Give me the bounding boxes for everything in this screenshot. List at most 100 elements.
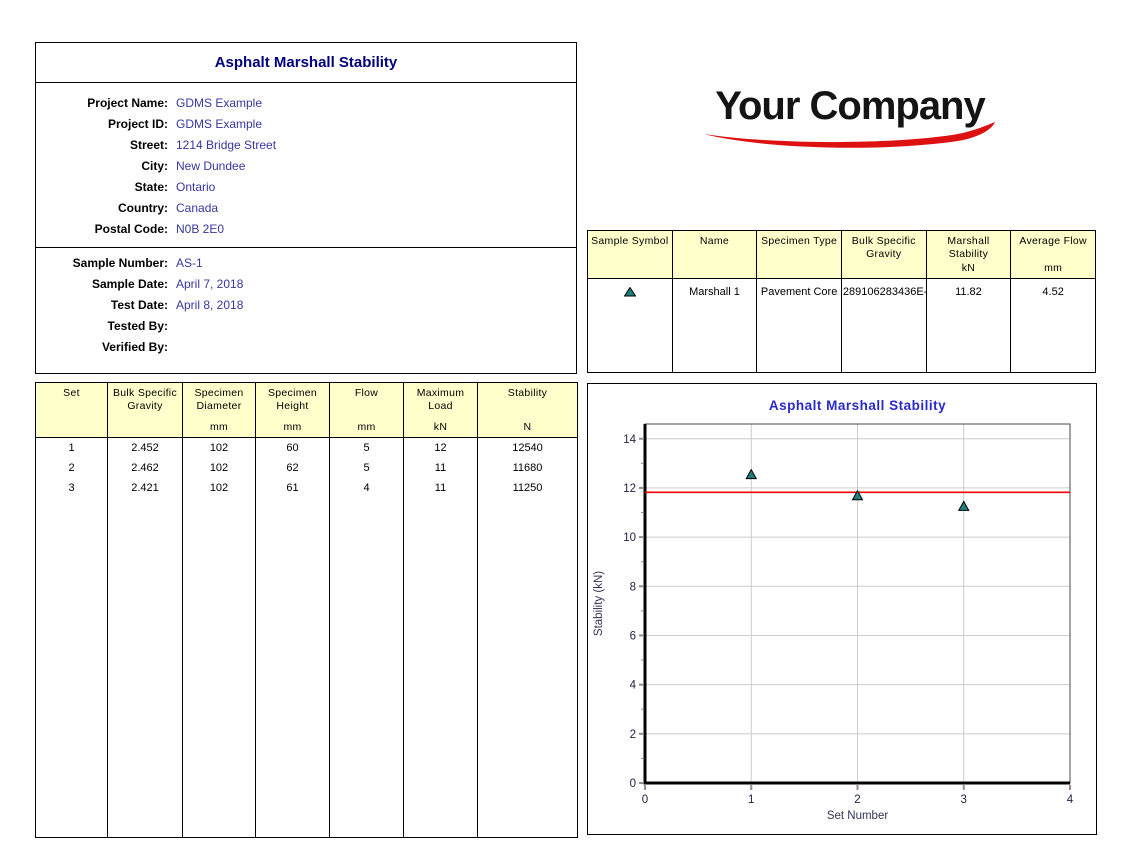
column-header-specimen-diameter: Specimen Diameter mm [182, 382, 256, 438]
column-title: Flow [354, 387, 379, 399]
cell: 1 [35, 437, 108, 458]
field-country: Country: Canada [36, 198, 576, 219]
svg-text:3: 3 [961, 794, 967, 806]
column-header-marshall-stability: Marshall Stability kN [925, 230, 1012, 279]
cell-name: Marshall 1 [671, 278, 758, 305]
company-logo: Your Company [690, 84, 1010, 150]
field-value: Ontario [176, 180, 216, 194]
column-unit: kN [961, 262, 976, 274]
column-header-maximum-load: Maximum Load kN [403, 382, 478, 438]
cell: 11 [403, 457, 478, 478]
field-label: Country: [118, 201, 168, 215]
field-postal-code: Postal Code: N0B 2E0 [36, 219, 576, 240]
table-filler-row [35, 497, 578, 838]
company-logo-text: Your Company [715, 84, 986, 128]
cell: 4 [329, 477, 404, 498]
svg-text:8: 8 [630, 581, 636, 593]
cell: 5 [329, 457, 404, 478]
field-project-name: Project Name: GDMS Example [36, 93, 576, 114]
field-value: April 8, 2018 [176, 298, 244, 312]
field-value: 1214 Bridge Street [176, 138, 277, 152]
cell: 12540 [477, 437, 578, 458]
cell: 2.452 [107, 437, 183, 458]
column-title: Average Flow [1019, 235, 1087, 247]
svg-text:Set Number: Set Number [827, 810, 889, 822]
cell-average-flow: 4.52 [1010, 278, 1096, 305]
chart-panel: Asphalt Marshall Stability 0 2 4 6 8 10 12 14 0 1… [587, 383, 1097, 835]
field-value: GDMS Example [176, 96, 263, 110]
column-title: Sample Symbol [591, 235, 669, 247]
field-project-id: Project ID: GDMS Example [36, 114, 576, 135]
column-unit: mm [209, 421, 229, 433]
field-street: Street: 1214 Bridge Street [36, 135, 576, 156]
cell: 11680 [477, 457, 578, 478]
column-unit: mm [1044, 262, 1063, 274]
field-label: State: [134, 180, 168, 194]
column-header-stability: Stability N [477, 382, 578, 438]
field-test-date: Test Date: April 8, 2018 [36, 295, 576, 316]
column-title: Marshall Stability [947, 235, 990, 260]
column-header-name: Name [671, 230, 758, 279]
field-value: GDMS Example [176, 117, 263, 131]
cell: 11 [403, 477, 478, 498]
cell: 102 [182, 457, 256, 478]
field-label: Project Name: [87, 96, 168, 110]
project-info-section: Project Name: GDMS Example Project ID: GDM… [36, 83, 576, 247]
cell: 12 [403, 437, 478, 458]
cell-specimen-type: Pavement Core [756, 278, 842, 305]
field-label: Project ID: [107, 117, 168, 131]
project-info-panel: Asphalt Marshall Stability Project Name:… [35, 42, 577, 374]
field-state: State: Ontario [36, 177, 576, 198]
table-row: 3 2.421 102 61 4 11 11250 [35, 477, 578, 498]
column-unit: kN [433, 421, 448, 433]
column-title: Name [699, 235, 730, 247]
triangle-marker-icon [623, 286, 636, 297]
field-sample-date: Sample Date: April 7, 2018 [36, 274, 576, 295]
field-label: Postal Code: [94, 222, 168, 236]
field-value: AS-1 [176, 256, 203, 270]
logo-swoosh-icon [704, 122, 995, 148]
sample-symbol-cell [587, 278, 673, 305]
table-filler-row [587, 304, 1096, 373]
column-unit: N [523, 421, 532, 433]
cell: 2 [35, 457, 108, 478]
results-table: Set Bulk Specific Gravity Specimen Diame… [35, 382, 578, 838]
column-header-specimen-height: Specimen Height mm [255, 382, 330, 438]
cell: 3 [35, 477, 108, 498]
column-unit: mm [357, 421, 376, 433]
chart-title: Asphalt Marshall Stability [768, 398, 947, 413]
column-title: Specimen Diameter [194, 387, 244, 412]
field-sample-number: Sample Number: AS-1 [36, 253, 576, 274]
field-value: Canada [176, 201, 219, 215]
column-title: Set [63, 387, 80, 399]
svg-text:4: 4 [1067, 794, 1074, 806]
svg-text:2: 2 [630, 729, 636, 741]
column-header-bulk-specific-gravity: Bulk Specific Gravity [107, 382, 183, 438]
cell: 102 [182, 437, 256, 458]
field-value: April 7, 2018 [176, 277, 244, 291]
cell: 60 [255, 437, 330, 458]
column-unit: mm [283, 421, 302, 433]
table-row: 2 2.462 102 62 5 11 11680 [35, 457, 578, 478]
column-title: Bulk Specific Gravity [112, 387, 177, 412]
cell: 2.421 [107, 477, 183, 498]
svg-text:12: 12 [623, 483, 636, 495]
sample-info-section: Sample Number: AS-1 Sample Date: April 7, … [36, 247, 576, 358]
column-header-set: Set [35, 382, 108, 438]
cell: 2.462 [107, 457, 183, 478]
column-header-sample-symbol: Sample Symbol [587, 230, 673, 279]
cell-marshall-stability: 11.82 [925, 278, 1012, 305]
sample-summary-row: Marshall 1 Pavement Core 289106283436E- … [587, 278, 1096, 305]
column-title: Specimen Type [761, 235, 838, 247]
header-row: Sample Symbol Name Specimen Type Bulk Sp… [587, 230, 1096, 279]
field-value: New Dundee [176, 159, 246, 173]
svg-text:0: 0 [642, 794, 648, 806]
svg-text:1: 1 [748, 794, 754, 806]
cell: 61 [255, 477, 330, 498]
cell: 5 [329, 437, 404, 458]
column-title: Maximum Load [416, 387, 465, 412]
svg-text:4: 4 [630, 680, 637, 692]
field-city: City: New Dundee [36, 156, 576, 177]
